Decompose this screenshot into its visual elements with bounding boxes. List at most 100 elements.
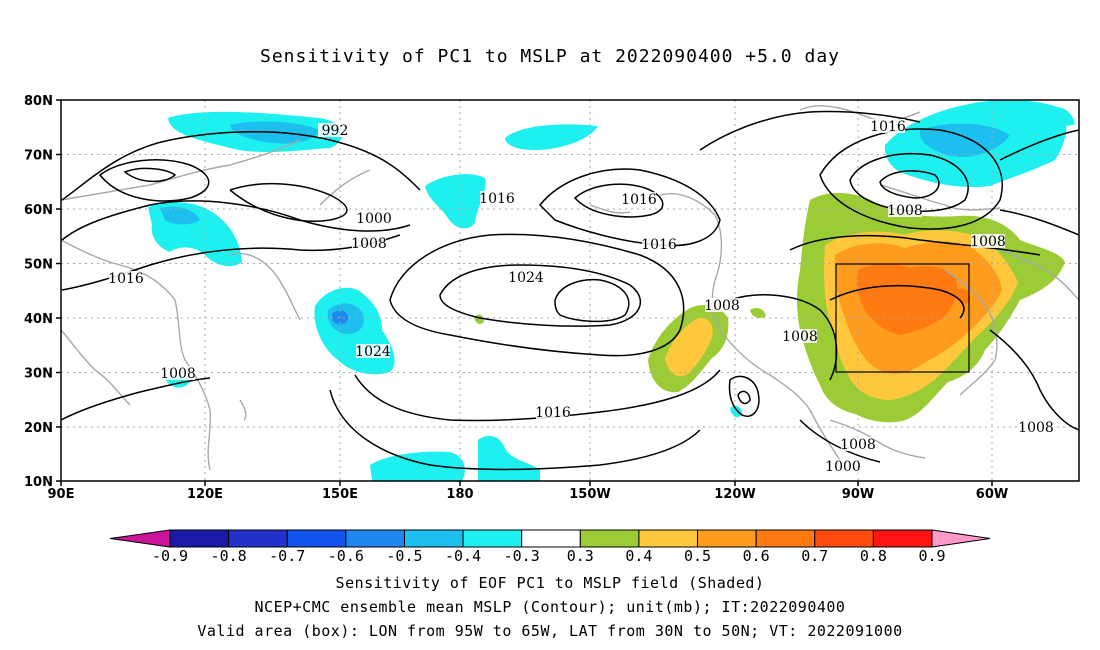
colorbar-label: 0.7 [801, 547, 828, 565]
colorbar-swatch [579, 529, 640, 548]
coastline [60, 329, 131, 406]
mslp-contour-line [728, 375, 760, 417]
contour-label: 1008 [351, 236, 387, 252]
shading-area [665, 317, 713, 377]
lat-label: 70N [24, 149, 53, 164]
contour-label-bg [826, 459, 860, 473]
mslp-contour-line [229, 182, 348, 222]
colorbar-swatch [345, 529, 405, 548]
mslp-contour-line [61, 130, 421, 201]
footer-line-1: Sensitivity of EOF PC1 to MSLP field (Sh… [335, 574, 765, 592]
shading-area [856, 263, 957, 335]
colorbar-label: 0.9 [918, 547, 945, 565]
colorbar-swatch [872, 529, 933, 548]
colorbar-swatch [462, 529, 523, 548]
contour-label: 1000 [356, 211, 392, 227]
contour-label: 1016 [108, 271, 144, 287]
mslp-contour-line [354, 369, 721, 422]
mslp-contour-line [879, 170, 940, 199]
contour-label-bg [509, 270, 543, 284]
mslp-contour-line [554, 278, 630, 323]
coastline [60, 239, 212, 471]
contour-label-bg [888, 203, 922, 217]
coastline [944, 269, 998, 396]
mslp-contour-line [999, 129, 1080, 161]
colorbar-swatch [814, 529, 874, 548]
contour-label-bg [318, 123, 352, 137]
coastline [319, 169, 371, 206]
colorbar-swatch [286, 529, 347, 548]
contour-label-bg [480, 191, 514, 205]
contour-label-bg [871, 119, 905, 133]
contour-label: 1016 [641, 237, 677, 253]
contour-label: 1008 [970, 234, 1006, 250]
mslp-contour-line [999, 209, 1080, 236]
lon-label: 180 [446, 487, 473, 502]
colorbar-swatch [755, 529, 816, 548]
coastline [719, 329, 841, 461]
mslp-contour-line [389, 233, 685, 357]
lat-label: 40N [24, 312, 53, 327]
contour-label-bg [356, 344, 390, 358]
mslp-contour-line [60, 377, 211, 421]
contour-label: 1008 [887, 203, 923, 219]
footer-line-2: NCEP+CMC ensemble mean MSLP (Contour); u… [254, 598, 846, 616]
mslp-contour-line [737, 390, 751, 405]
contour-label-bg [622, 192, 656, 206]
lat-label: 80N [24, 94, 53, 109]
colorbar-swatch [403, 529, 464, 548]
contour-label-bg [357, 211, 391, 225]
lat-label: 20N [24, 421, 53, 436]
contour-label-bg [161, 366, 195, 380]
colorbar-label: -0.4 [445, 547, 481, 565]
colorbar-label: -0.5 [386, 547, 422, 565]
lat-label: 50N [24, 258, 53, 273]
contour-label-bg [705, 298, 739, 312]
lon-label: 90W [842, 487, 874, 502]
mslp-contour-line [989, 329, 1080, 431]
mslp-contour-line [329, 389, 701, 471]
coastline [799, 105, 921, 122]
coastline [589, 204, 631, 214]
mslp-contour-line [799, 419, 881, 463]
coastlines [60, 105, 1080, 471]
contour-label-bg [841, 437, 875, 451]
colorbar-under-triangle [109, 529, 171, 548]
contour-label: 1008 [840, 437, 876, 453]
latitude-labels: 80N 70N 60N 50N 40N 30N 20N 10N [24, 94, 61, 490]
contour-label: 1024 [508, 270, 544, 286]
map-frame [60, 99, 1080, 482]
mslp-contour-line [123, 167, 177, 183]
shading-area [474, 314, 484, 325]
contour-label: 1016 [621, 192, 657, 208]
colorbar-label: -0.8 [211, 547, 247, 565]
coastline [239, 399, 247, 421]
lon-label: 150W [569, 487, 610, 502]
coastline [229, 252, 301, 321]
contour-label-bg [352, 236, 386, 250]
lat-label: 30N [24, 367, 53, 382]
contour-label: 1016 [870, 119, 906, 135]
colorbar-label: 0.8 [860, 547, 887, 565]
colorbar-swatch [697, 529, 757, 548]
valid-area-box [835, 263, 970, 373]
lon-label: 150E [322, 487, 358, 502]
contour-label-bg [642, 237, 676, 251]
mslp-contour-line [439, 264, 642, 327]
mslp-contour-line [699, 110, 921, 151]
colorbar-swatch [228, 529, 288, 548]
colorbar-label: -0.3 [504, 547, 540, 565]
colorbar-label: 0.5 [684, 547, 711, 565]
colorbar-swatch [638, 529, 699, 548]
colorbar-label: 0.4 [625, 547, 652, 565]
mslp-contour-line [98, 159, 210, 202]
lon-label: 120E [187, 487, 223, 502]
shading-area [425, 174, 486, 229]
mslp-contour-line [573, 183, 664, 218]
footer-line-3: Valid area (box): LON from 95W to 65W, L… [197, 622, 903, 640]
contour-label: 1008 [1018, 420, 1054, 436]
colorbar: -0.9 -0.8 -0.7 -0.6 -0.5 -0.4 -0.3 0.3 0.4 0.5 0.6… [109, 529, 991, 565]
mslp-contour-line [829, 284, 965, 319]
contour-label: 1008 [160, 366, 196, 382]
